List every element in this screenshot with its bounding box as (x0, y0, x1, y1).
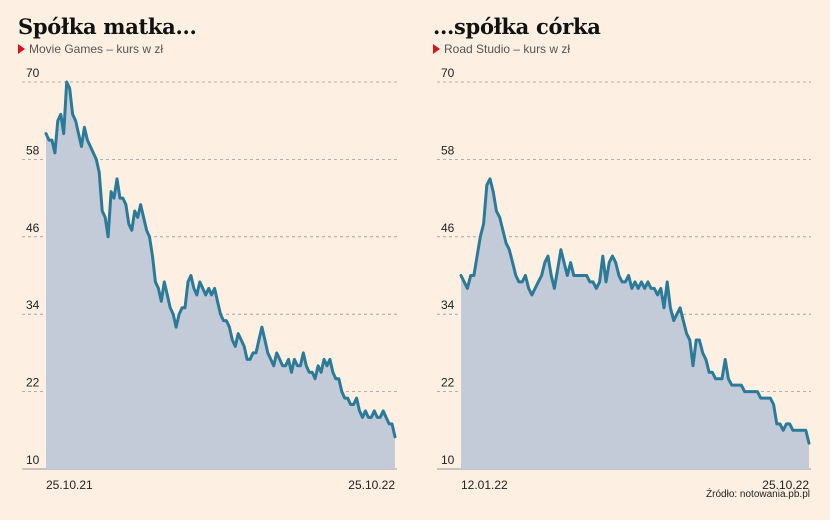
y-tick-label: 46 (441, 221, 455, 235)
chart-svg: 10 22 34 46 58 70 25.10.21 25.10.22 (22, 66, 397, 492)
y-tick-label: 22 (26, 376, 40, 390)
y-tick-label: 46 (26, 221, 40, 235)
y-tick-label: 70 (26, 66, 40, 80)
chart-subtitle: Movie Games – kurs w zł (18, 42, 163, 56)
y-tick-label: 22 (441, 376, 455, 390)
chart-svg: 10 22 34 46 58 70 12.01.22 25.10.22 (437, 66, 811, 492)
x-tick-label: 25.10.22 (348, 478, 395, 492)
series-area (461, 178, 809, 470)
y-tick-label: 34 (26, 298, 40, 312)
y-tick-label: 70 (441, 66, 455, 80)
chart-subtitle-text: Road Studio – kurs w zł (444, 42, 571, 56)
y-tick-label: 10 (26, 453, 40, 467)
y-tick-label: 34 (441, 298, 455, 312)
series-area (46, 82, 395, 469)
red-triangle-icon (433, 44, 440, 54)
y-tick-label: 58 (26, 143, 40, 157)
red-triangle-icon (18, 44, 25, 54)
series-line (459, 177, 811, 445)
chart-panel-left: Spółka matka... Movie Games – kurs w zł … (18, 14, 397, 492)
chart-panel-right: ...spółka córka Road Studio – kurs w zł … (415, 0, 830, 520)
chart-subtitle-text: Movie Games – kurs w zł (29, 42, 164, 56)
source-note: Źródło: notowania.pb.pl (706, 489, 810, 500)
x-tick-label: 25.10.21 (46, 478, 93, 492)
x-tick-label: 12.01.22 (461, 478, 508, 492)
x-tick-label: 25.10.22 (762, 478, 809, 492)
series-line (44, 80, 397, 439)
chart-title: Spółka matka... (18, 14, 197, 39)
chart-subtitle: Road Studio – kurs w zł (433, 42, 570, 56)
y-tick-label: 10 (441, 453, 455, 467)
y-tick-label: 58 (441, 143, 455, 157)
chart-title: ...spółka córka (433, 14, 601, 39)
